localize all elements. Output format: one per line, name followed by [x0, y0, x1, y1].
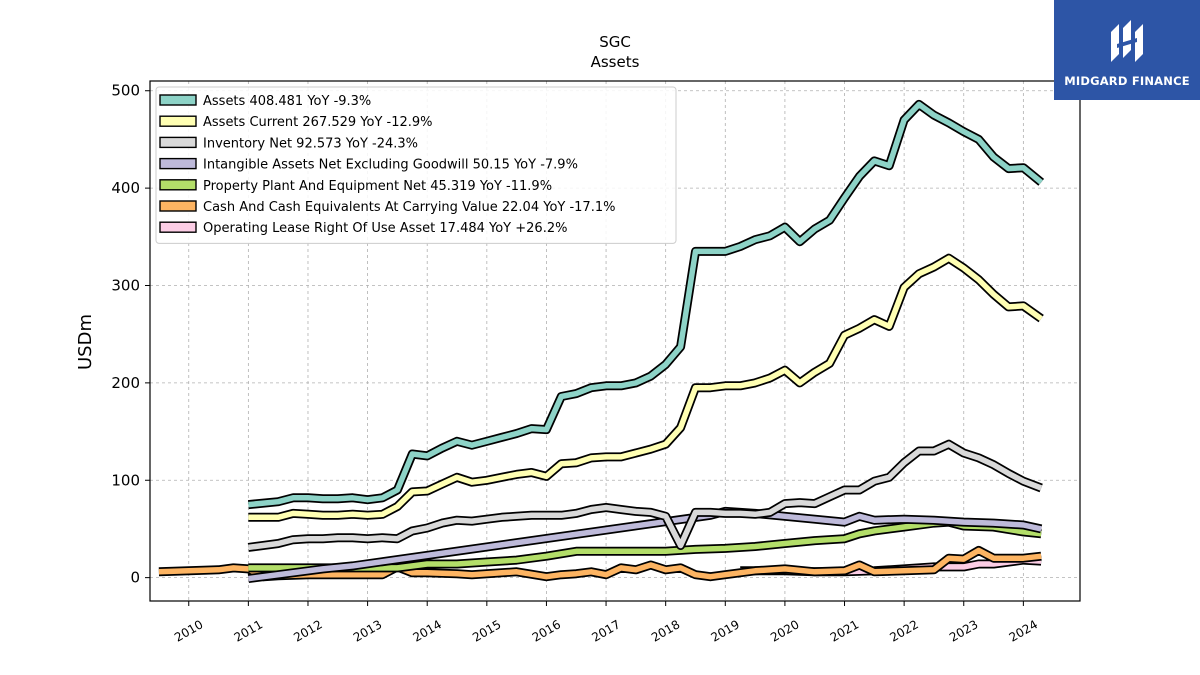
legend-label: Operating Lease Right Of Use Asset 17.48… [203, 221, 567, 236]
x-tick-label: 2010 [172, 617, 205, 644]
legend-swatch [159, 157, 197, 170]
chart-subtitle: Assets [591, 53, 640, 71]
brand-logo: MIDGARD FINANCE [1054, 0, 1200, 100]
legend-label: Cash And Cash Equivalents At Carrying Va… [203, 200, 615, 215]
x-tick-label: 2011 [232, 617, 265, 644]
y-tick-label: 400 [111, 179, 140, 197]
series-stroke [248, 101, 1043, 508]
x-tick-label: 2015 [470, 617, 503, 644]
legend-swatch [159, 179, 197, 191]
x-tick-label: 2021 [828, 617, 861, 644]
chart-title: SGC [599, 33, 631, 51]
x-tick-label: 2012 [291, 617, 324, 644]
brand-name: MIDGARD FINANCE [1064, 74, 1190, 88]
x-tick-label: 2020 [768, 617, 801, 644]
series-stroke [248, 255, 1043, 521]
y-tick-label: 500 [111, 82, 140, 100]
x-tick-label: 2018 [649, 617, 682, 644]
x-tick-label: 2022 [887, 617, 920, 644]
series-line-2 [247, 439, 1043, 552]
legend-label: Assets 408.481 YoY -9.3% [203, 94, 371, 109]
legend-swatch [159, 221, 197, 233]
legend-swatch [159, 94, 197, 106]
legend-label: Assets Current 267.529 YoY -12.9% [203, 115, 433, 130]
legend-label: Property Plant And Equipment Net 45.319 … [203, 179, 552, 194]
series-stroke [248, 508, 1042, 582]
series-stroke [248, 441, 1043, 551]
series-line-3 [247, 506, 1043, 584]
plot-frame [149, 80, 1081, 602]
y-axis-label: USDm [75, 314, 96, 370]
legend-box [155, 86, 677, 244]
x-tick-label: 2017 [589, 617, 622, 644]
legend-swatch [159, 200, 197, 212]
y-tick-label: 300 [111, 276, 140, 294]
series-line-1 [248, 253, 1044, 522]
y-tick-label: 100 [111, 471, 140, 489]
legend-swatch [159, 136, 197, 149]
legend-label: Intangible Assets Net Excluding Goodwill… [203, 158, 578, 173]
y-tick-label: 0 [130, 569, 140, 587]
x-tick-label: 2014 [410, 617, 443, 644]
plot-series [158, 99, 1045, 584]
midgard-logo-icon [1111, 20, 1143, 62]
series-line-5 [158, 545, 1042, 582]
legend-label: Inventory Net 92.573 YoY -24.3% [203, 136, 418, 151]
x-tick-label: 2024 [1007, 617, 1040, 644]
legend: Assets 408.481 YoY -9.3% Assets Current 2… [155, 86, 677, 244]
x-tick-label: 2016 [530, 617, 563, 644]
series-line-0 [247, 99, 1045, 510]
x-tick-label: 2013 [351, 617, 384, 644]
y-tick-label: 200 [111, 374, 140, 392]
x-tick-label: 2023 [947, 617, 980, 644]
x-tick-label: 2019 [709, 617, 742, 644]
legend-swatch [159, 115, 197, 127]
series-stroke [158, 547, 1042, 580]
